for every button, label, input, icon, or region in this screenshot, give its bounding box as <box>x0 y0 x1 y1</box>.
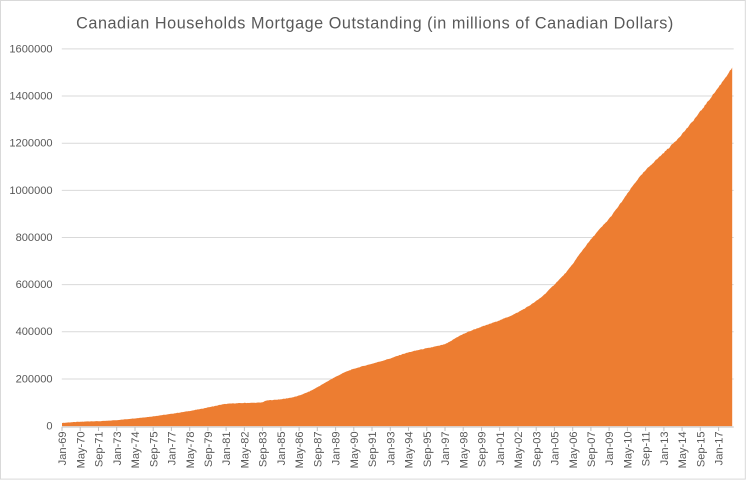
svg-text:600000: 600000 <box>16 279 53 291</box>
svg-text:May-98: May-98 <box>458 431 470 468</box>
svg-text:May-02: May-02 <box>513 431 525 468</box>
svg-text:Sep-99: Sep-99 <box>477 431 489 467</box>
svg-text:May-78: May-78 <box>185 431 197 468</box>
svg-text:Sep-95: Sep-95 <box>422 431 434 467</box>
svg-text:Jan-89: Jan-89 <box>331 431 343 465</box>
svg-text:Sep-91: Sep-91 <box>367 431 379 467</box>
svg-text:Jan-77: Jan-77 <box>167 431 179 465</box>
svg-text:Sep-11: Sep-11 <box>641 431 653 466</box>
svg-text:May-70: May-70 <box>75 431 87 468</box>
svg-text:800000: 800000 <box>16 232 53 244</box>
svg-text:Jan-09: Jan-09 <box>604 431 616 465</box>
svg-text:1400000: 1400000 <box>9 91 52 103</box>
svg-text:May-74: May-74 <box>130 431 142 468</box>
svg-text:Jan-97: Jan-97 <box>440 431 452 465</box>
svg-text:May-10: May-10 <box>623 431 635 468</box>
svg-text:200000: 200000 <box>16 373 53 385</box>
svg-text:Sep-87: Sep-87 <box>312 431 324 467</box>
svg-text:Jan-73: Jan-73 <box>112 431 124 465</box>
svg-text:May-94: May-94 <box>404 431 416 468</box>
svg-text:May-90: May-90 <box>349 431 361 468</box>
svg-text:Sep-75: Sep-75 <box>148 431 160 467</box>
svg-text:400000: 400000 <box>16 326 53 338</box>
svg-text:Jan-69: Jan-69 <box>57 431 69 465</box>
svg-text:Jan-05: Jan-05 <box>550 431 562 465</box>
svg-text:Sep-79: Sep-79 <box>203 431 215 467</box>
svg-text:1000000: 1000000 <box>9 185 52 197</box>
svg-text:Jan-13: Jan-13 <box>659 431 671 465</box>
svg-text:Sep-03: Sep-03 <box>531 431 543 467</box>
svg-text:May-06: May-06 <box>568 431 580 468</box>
svg-text:0: 0 <box>46 421 52 433</box>
svg-text:Sep-07: Sep-07 <box>586 431 598 467</box>
svg-text:May-14: May-14 <box>677 431 689 468</box>
svg-text:1600000: 1600000 <box>9 43 52 55</box>
svg-text:Sep-15: Sep-15 <box>695 431 707 467</box>
svg-text:Sep-71: Sep-71 <box>94 431 106 467</box>
svg-text:May-86: May-86 <box>294 431 306 468</box>
svg-text:Jan-85: Jan-85 <box>276 431 288 465</box>
svg-text:1200000: 1200000 <box>9 138 52 150</box>
svg-text:Jan-93: Jan-93 <box>385 431 397 465</box>
svg-text:Sep-83: Sep-83 <box>258 431 270 467</box>
svg-text:Jan-81: Jan-81 <box>221 431 233 465</box>
svg-text:Canadian Households Mortgage O: Canadian Households Mortgage Outstanding… <box>76 15 674 33</box>
svg-text:May-82: May-82 <box>240 431 252 468</box>
svg-text:Jan-17: Jan-17 <box>714 431 726 465</box>
svg-text:Jan-01: Jan-01 <box>495 431 507 465</box>
